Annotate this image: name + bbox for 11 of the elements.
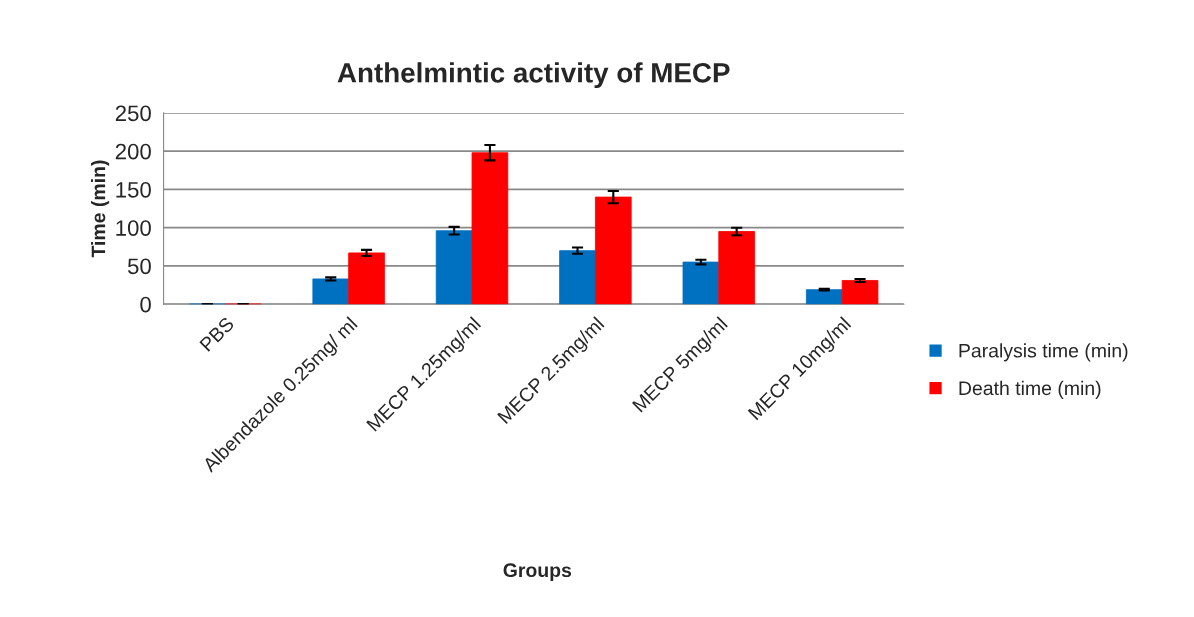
legend-label: Death time (min)	[959, 380, 1101, 399]
y-tick-label: 50	[127, 258, 151, 275]
y-tick-label: 250	[115, 105, 151, 122]
y-tick-label: 100	[116, 220, 151, 236]
x-axis-title: Groups	[503, 563, 572, 581]
y-tick-label: 150	[116, 181, 151, 198]
legend-label: Paralysis time (min)	[959, 343, 1128, 362]
y-tick-label: 200	[115, 143, 151, 160]
y-axis-title: Time (min)	[91, 160, 110, 258]
y-tick-label: 0	[140, 296, 151, 313]
chart-title: Anthelmintic activity of MECP	[337, 62, 730, 89]
